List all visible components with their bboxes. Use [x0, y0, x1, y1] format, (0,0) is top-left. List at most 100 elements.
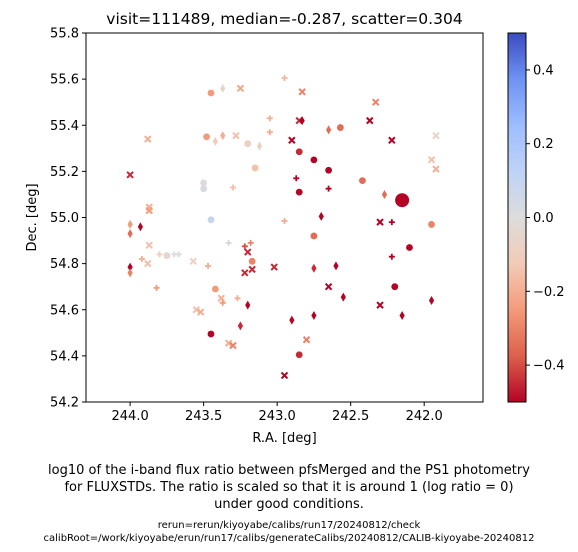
data-point-x [432, 131, 440, 140]
data-point-x [270, 263, 278, 271]
y-tick-label: 55.6 [50, 73, 79, 88]
data-point-plus [241, 243, 248, 250]
data-point-circle [406, 244, 413, 251]
data-point-x [427, 156, 436, 164]
rerun-footer: rerun=rerun/kiyoyabe/calibs/run17/202408… [0, 519, 578, 545]
data-point-diamond [127, 229, 133, 239]
data-point-plus [138, 256, 145, 263]
data-point-diamond [289, 315, 295, 325]
data-point-diamond [212, 136, 218, 146]
data-point-x [298, 88, 306, 96]
data-point-circle [207, 89, 215, 97]
data-point-plus [234, 295, 241, 302]
data-markers [126, 74, 440, 380]
plot-frame [85, 32, 484, 403]
data-point-diamond [311, 311, 317, 321]
data-point-diamond [381, 189, 388, 199]
caption-line: log10 of the i-band flux ratio between p… [48, 463, 530, 478]
data-point-x [229, 341, 237, 350]
caption-line: under good conditions. [214, 497, 364, 512]
data-point-diamond [399, 311, 405, 321]
y-tick-label: 55.0 [50, 211, 79, 226]
data-point-x [288, 136, 296, 144]
x-tick-label: 244.0 [112, 409, 149, 424]
data-point-circle [336, 124, 344, 131]
data-point-circle [163, 252, 171, 259]
y-axis-ticks: 54.2 54.4 54.6 54.8 55.0 55.2 55.4 55.6 55.8 [50, 27, 86, 411]
figure-caption: log10 of the i-band flux ratio between p… [0, 462, 578, 513]
data-point-x [145, 241, 153, 249]
data-point-diamond [127, 262, 133, 272]
data-point-plus [281, 74, 288, 81]
data-point-x [189, 257, 198, 266]
data-point-diamond [311, 263, 317, 273]
data-point-circle [295, 148, 303, 156]
data-point-x [376, 218, 384, 226]
data-point-diamond [333, 261, 339, 271]
data-point-circle [391, 283, 399, 291]
data-point-circle [325, 166, 333, 174]
y-tick-label: 55.2 [50, 165, 79, 180]
data-point-diamond [340, 292, 346, 302]
data-point-diamond [237, 321, 243, 331]
x-tick-label: 243.0 [259, 409, 296, 424]
data-point-x [302, 336, 311, 344]
data-point-circle [200, 185, 208, 193]
data-point-circle [395, 193, 410, 208]
colorbar-ticks: 0.4 0.2 0.0 −0.2 −0.4 [526, 63, 565, 374]
data-point-circle [207, 330, 215, 338]
data-point-x [244, 248, 252, 256]
data-point-diamond [245, 300, 251, 310]
data-point-circle [244, 140, 252, 148]
y-tick-label: 54.4 [50, 349, 79, 364]
footer-line-rerun: rerun=rerun/kiyoyabe/calibs/run17/202408… [157, 520, 421, 531]
data-point-x [324, 282, 333, 291]
data-point-circle [207, 216, 215, 224]
data-point-circle [295, 351, 303, 359]
data-point-x [366, 116, 374, 125]
data-point-x [376, 301, 384, 309]
data-point-x [241, 269, 249, 277]
data-point-circle [203, 133, 210, 141]
y-tick-label: 54.6 [50, 303, 79, 318]
y-tick-label: 55.8 [50, 27, 79, 42]
data-point-circle [310, 156, 318, 164]
data-point-diamond [220, 83, 226, 93]
colorbar-tick-label: 0.0 [533, 211, 554, 226]
data-point-circle [248, 257, 256, 265]
data-point-x [236, 84, 245, 93]
data-point-plus [388, 253, 395, 260]
data-point-diamond [299, 116, 305, 126]
data-point-x [145, 206, 153, 215]
data-point-x [371, 98, 380, 106]
x-tick-label: 243.5 [185, 409, 222, 424]
y-tick-label: 54.8 [50, 257, 79, 272]
x-axis-label: R.A. [deg] [252, 431, 316, 446]
colorbar-tick-label: 0.4 [533, 63, 554, 78]
data-point-plus [205, 262, 212, 269]
x-axis-ticks: 244.0 243.5 243.0 242.5 242.0 [112, 402, 443, 424]
data-point-plus [293, 175, 300, 182]
data-point-x [232, 131, 240, 140]
y-axis-label: Dec. [deg] [25, 183, 40, 251]
x-tick-label: 242.5 [332, 409, 369, 424]
data-point-plus [219, 299, 226, 306]
data-point-plus [230, 184, 237, 191]
data-point-diamond [428, 296, 435, 306]
chart-title: visit=111489, median=-0.287, scatter=0.3… [106, 10, 462, 28]
data-point-x [224, 339, 233, 347]
data-point-plus [175, 251, 182, 258]
colorbar [507, 32, 527, 403]
data-point-circle [200, 179, 208, 187]
data-point-x [280, 371, 289, 380]
colorbar-tick-label: −0.2 [533, 285, 565, 300]
data-point-diamond [137, 222, 144, 232]
data-point-x [144, 259, 152, 268]
data-point-diamond [127, 268, 133, 278]
data-point-circle [310, 232, 318, 240]
data-point-plus [153, 284, 160, 291]
data-point-x [432, 165, 440, 173]
data-point-circle [428, 221, 435, 228]
data-point-x [248, 265, 256, 274]
data-point-diamond [127, 219, 133, 229]
